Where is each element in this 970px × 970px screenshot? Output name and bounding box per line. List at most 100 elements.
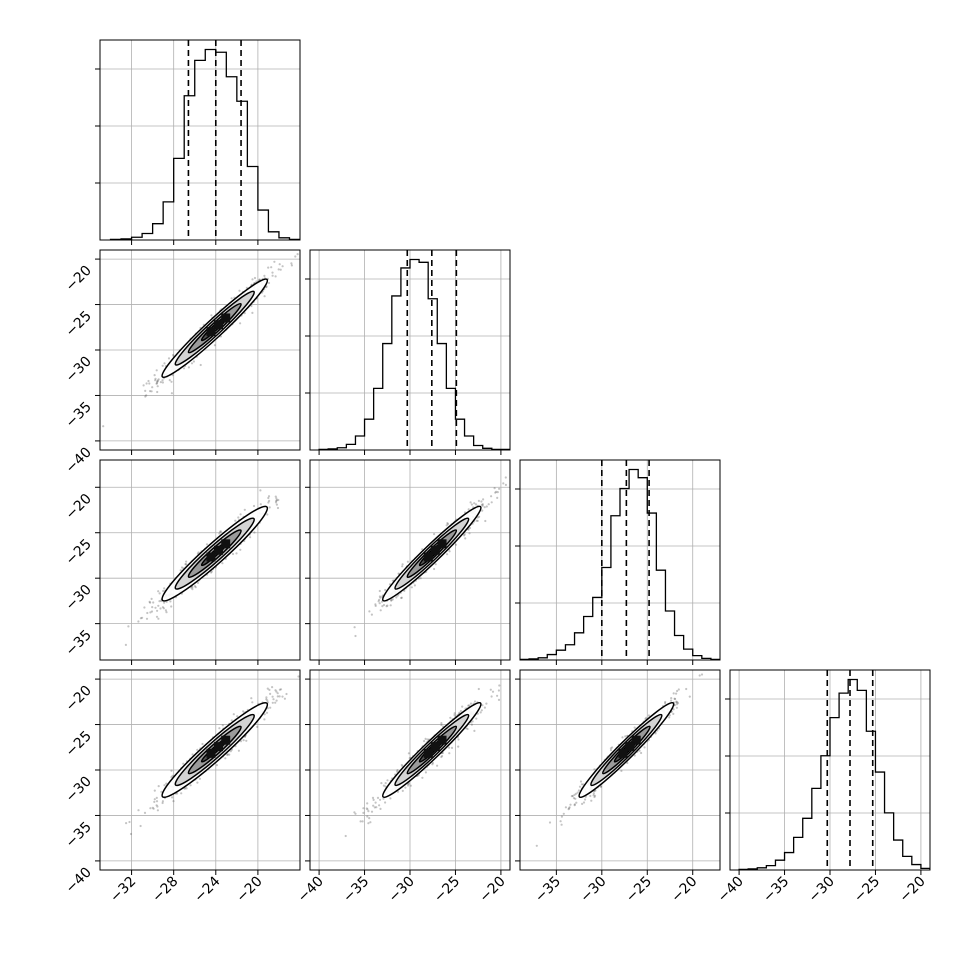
scatter-point xyxy=(170,380,173,383)
scatter-point xyxy=(146,611,149,615)
scatter-point xyxy=(457,745,460,748)
scatter-point xyxy=(621,736,624,739)
scatter-point xyxy=(476,519,479,523)
scatter-point xyxy=(302,473,304,475)
scatter-point xyxy=(148,600,151,604)
scatter-point xyxy=(184,563,187,566)
scatter-point xyxy=(474,503,478,506)
scatter-point xyxy=(137,809,140,812)
scatter-point xyxy=(479,711,482,714)
scatter-point xyxy=(664,700,667,704)
scatter-point xyxy=(172,353,175,357)
scatter-point xyxy=(498,487,501,490)
scatter-point xyxy=(497,689,500,692)
scatter-point xyxy=(180,566,184,569)
scatter-point xyxy=(373,806,376,809)
scatter-point xyxy=(485,505,488,508)
scatter-point xyxy=(463,534,466,537)
scatter-point xyxy=(259,503,262,506)
scatter-point xyxy=(675,692,678,695)
scatter-point xyxy=(162,589,165,593)
scatter-point xyxy=(473,700,477,703)
scatter-point xyxy=(480,709,483,712)
scatter-point xyxy=(185,787,188,790)
y-tick-label: −25 xyxy=(63,536,95,568)
density-core-2 xyxy=(618,748,628,758)
scatter-point xyxy=(156,385,159,388)
x-tick-label: −30 xyxy=(386,874,418,906)
scatter-point xyxy=(155,615,159,618)
scatter-point xyxy=(379,596,382,599)
scatter-point xyxy=(156,805,159,808)
scatter-point xyxy=(149,390,152,393)
scatter-point xyxy=(609,749,613,752)
scatter-point xyxy=(272,698,275,701)
scatter-point xyxy=(210,314,213,317)
scatter-point xyxy=(163,587,166,590)
scatter-point xyxy=(483,506,486,509)
panel-r3-c1: −40 −35 −30 −25 −20 xyxy=(295,669,511,906)
scatter-point xyxy=(424,771,427,774)
scatter-point xyxy=(448,752,451,755)
scatter-point xyxy=(276,695,279,698)
scatter-point xyxy=(269,692,272,696)
scatter-point xyxy=(404,786,407,789)
scatter-point xyxy=(344,834,347,838)
scatter-point xyxy=(266,699,269,702)
scatter-point xyxy=(560,823,563,826)
scatter-point xyxy=(183,787,186,790)
scatter-point xyxy=(170,776,173,779)
scatter-point xyxy=(268,506,271,509)
y-tick-label: −20 xyxy=(63,263,95,295)
x-tick-label: −35 xyxy=(532,874,564,906)
scatter-point xyxy=(378,589,381,593)
scatter-point xyxy=(156,379,159,382)
scatter-point xyxy=(218,727,221,730)
scatter-point xyxy=(362,807,365,810)
scatter-point xyxy=(162,607,165,610)
scatter-point xyxy=(611,746,614,749)
scatter-point xyxy=(677,688,680,691)
scatter-point xyxy=(378,804,381,807)
scatter-point xyxy=(143,811,147,815)
scatter-point xyxy=(275,499,278,502)
scatter-point xyxy=(265,698,268,701)
density-core-2 xyxy=(423,552,433,562)
scatter-point xyxy=(230,719,233,722)
scatter-point xyxy=(382,784,385,787)
scatter-point xyxy=(297,244,299,246)
scatter-point xyxy=(423,740,426,743)
scatter-point xyxy=(468,526,472,530)
scatter-point xyxy=(125,822,128,825)
scatter-point xyxy=(155,796,158,800)
scatter-point xyxy=(155,800,159,803)
scatter-point xyxy=(592,794,595,797)
scatter-point xyxy=(609,747,613,750)
scatter-point xyxy=(278,263,281,266)
scatter-point xyxy=(231,552,235,556)
x-tick-label: −25 xyxy=(431,874,463,906)
scatter-point xyxy=(193,585,197,588)
scatter-point xyxy=(187,366,190,369)
scatter-point xyxy=(268,499,271,502)
scatter-point xyxy=(490,501,493,504)
scatter-point xyxy=(127,625,130,628)
scatter-point xyxy=(271,274,274,277)
scatter-point xyxy=(449,716,452,719)
scatter-point xyxy=(274,495,277,498)
scatter-point xyxy=(590,799,593,802)
scatter-point xyxy=(448,550,451,553)
scatter-point xyxy=(243,508,246,511)
scatter-point xyxy=(374,603,377,606)
scatter-point xyxy=(564,806,568,809)
scatter-point xyxy=(473,729,476,733)
scatter-point xyxy=(559,820,562,823)
scatter-point xyxy=(128,820,131,824)
scatter-point xyxy=(673,697,676,700)
scatter-point xyxy=(372,804,375,807)
scatter-point xyxy=(160,790,163,794)
scatter-point xyxy=(239,513,242,516)
scatter-point xyxy=(158,592,161,595)
scatter-point xyxy=(168,379,171,382)
